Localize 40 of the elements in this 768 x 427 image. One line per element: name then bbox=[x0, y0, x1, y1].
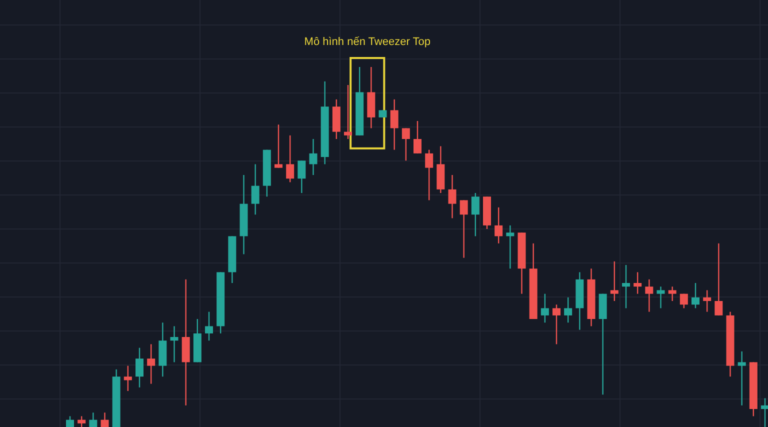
candlestick bbox=[124, 365, 132, 392]
candlestick bbox=[170, 326, 178, 363]
candlestick bbox=[251, 164, 260, 216]
candlestick bbox=[692, 282, 700, 309]
candlestick bbox=[634, 272, 642, 294]
candlestick bbox=[564, 296, 572, 324]
candlestick bbox=[425, 149, 434, 201]
candlestick bbox=[298, 160, 306, 194]
candlestick bbox=[147, 344, 156, 384]
candlestick bbox=[344, 84, 352, 140]
candlestick bbox=[680, 293, 688, 309]
candlestick bbox=[205, 311, 213, 342]
candlestick bbox=[668, 286, 676, 302]
candlestick bbox=[714, 242, 723, 316]
candlestick bbox=[761, 398, 768, 427]
candlestick bbox=[703, 290, 712, 312]
candlestick bbox=[136, 347, 144, 388]
candlestick bbox=[610, 260, 618, 302]
candlestick bbox=[471, 192, 480, 237]
candlestick bbox=[309, 138, 318, 176]
candlestick bbox=[540, 293, 549, 324]
text: Mô hình nến Tweezer Top bbox=[304, 36, 430, 48]
candlestick bbox=[414, 120, 422, 154]
candlestick bbox=[622, 264, 630, 309]
candlestick bbox=[274, 124, 282, 168]
candlestick bbox=[66, 416, 74, 427]
candlestick bbox=[552, 304, 560, 345]
candlestick bbox=[448, 174, 456, 219]
candlestick bbox=[506, 224, 514, 270]
candlestick bbox=[390, 98, 398, 150]
candlestick bbox=[656, 286, 665, 309]
candlestick bbox=[738, 350, 746, 406]
candlestick bbox=[460, 200, 468, 258]
candlestick bbox=[78, 416, 86, 427]
candlestick bbox=[402, 128, 410, 162]
candlestick bbox=[645, 278, 654, 312]
candlestick bbox=[89, 412, 98, 427]
candlestick bbox=[494, 206, 503, 244]
candlestick bbox=[286, 134, 294, 183]
candlestick bbox=[100, 412, 109, 427]
